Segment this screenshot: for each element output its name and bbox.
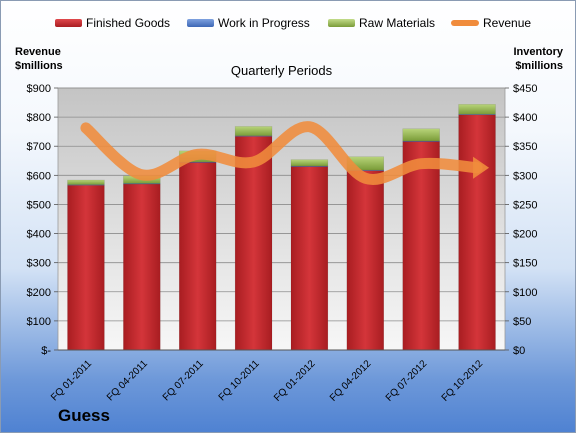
y-left-tick-label: $600: [27, 170, 51, 182]
x-tick-label: FQ 04-2012: [328, 358, 374, 404]
bar-raw-materials: [402, 128, 440, 142]
bar-raw-materials: [458, 104, 496, 115]
x-tick-label: FQ 07-2011: [161, 358, 206, 403]
legend: Finished Goods Work in Progress Raw Materi…: [1, 1, 575, 31]
y-right-tick-label: $200: [513, 229, 537, 241]
company-label: Guess: [58, 406, 110, 425]
bar-raw-materials: [290, 159, 329, 167]
bar-finished-goods: [178, 162, 217, 351]
x-tick-label: FQ 04-2011: [105, 358, 150, 403]
x-tick-label: FQ 01-2011: [49, 358, 94, 403]
bar-work-in-progress: [67, 184, 105, 186]
bar-finished-goods: [67, 184, 105, 351]
x-tick-label: FQ 07-2012: [384, 358, 430, 404]
bar-finished-goods: [290, 166, 329, 351]
legend-line-swatch: [451, 20, 479, 26]
legend-label: Revenue: [483, 16, 532, 30]
legend-label: Raw Materials: [359, 16, 436, 30]
bar-raw-materials: [67, 179, 105, 185]
bar-finished-goods: [123, 183, 161, 351]
y-left-tick-label: $900: [27, 83, 51, 95]
legend-work-in-progress: Work in Progress: [187, 16, 310, 30]
legend-label: Finished Goods: [86, 16, 171, 30]
bar-finished-goods: [346, 170, 385, 351]
y-left-tick-label: $200: [27, 287, 51, 299]
y-left-tick-label: $800: [27, 112, 51, 124]
y-right-tick-label: $50: [513, 316, 531, 328]
y-left-tick-label: $300: [27, 258, 51, 270]
chart-subtitle: Quarterly Periods: [231, 63, 333, 78]
y-axis-left-title: Revenue $millions: [15, 46, 63, 72]
legend-raw-materials: Raw Materials: [328, 16, 435, 30]
x-tick-label: FQ 10-2012: [440, 358, 486, 404]
y-right-tick-label: $100: [513, 287, 537, 299]
legend-swatch: [187, 19, 214, 27]
x-tick-label: FQ 10-2011: [217, 358, 262, 403]
x-tick-label: FQ 01-2012: [272, 358, 318, 404]
bar-finished-goods: [402, 141, 440, 351]
y-left-tick-label: $500: [27, 199, 51, 211]
y-right-tick-label: $400: [513, 112, 537, 124]
y-left-tick-label: $700: [27, 141, 51, 153]
bar-finished-goods: [458, 114, 496, 351]
revenue-arrowhead: [473, 156, 490, 179]
y-left-tick-label: $-: [41, 345, 51, 357]
y-right-tick-label: $450: [513, 83, 537, 95]
legend-finished-goods: Finished Goods: [55, 16, 170, 30]
legend-swatch: [328, 19, 355, 27]
y-right-tick-label: $300: [513, 170, 537, 182]
legend-swatch: [55, 19, 82, 27]
y-left-tick-label: $400: [27, 229, 51, 241]
legend-revenue: Revenue: [451, 16, 531, 30]
bar-finished-goods: [234, 136, 273, 351]
y-axis-right-title: Inventory $millions: [513, 46, 563, 72]
bar-raw-materials: [234, 126, 273, 136]
y-right-tick-label: $250: [513, 199, 537, 211]
y-right-tick-label: $0: [513, 345, 525, 357]
y-left-tick-label: $100: [27, 316, 51, 328]
y-right-tick-label: $150: [513, 258, 537, 270]
legend-label: Work in Progress: [218, 16, 310, 30]
y-right-tick-label: $350: [513, 141, 537, 153]
revenue-line: [80, 121, 483, 185]
